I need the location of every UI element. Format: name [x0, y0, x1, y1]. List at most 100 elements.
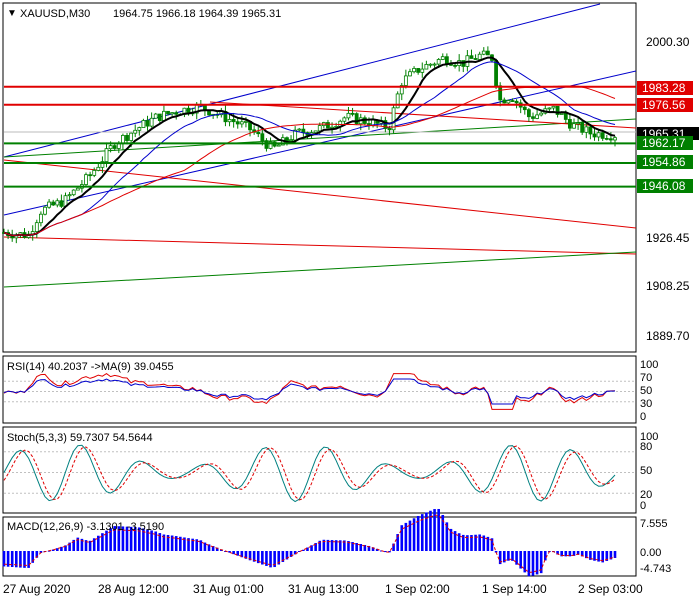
time-tick: 1 Sep 14:00: [482, 582, 547, 596]
candle-body: [47, 201, 52, 208]
candle-body: [244, 120, 248, 123]
macd-bar: [203, 542, 207, 551]
candle-body: [485, 50, 490, 56]
macd-bar: [371, 547, 375, 551]
macd-bar: [35, 551, 39, 558]
macd-bar: [51, 549, 55, 551]
candle-body: [420, 68, 425, 73]
macd-bar: [2, 551, 6, 567]
macd-bar: [412, 518, 416, 551]
candle-body: [502, 99, 507, 104]
macd-bar: [129, 526, 133, 551]
macd-bar: [64, 545, 67, 551]
macd-bar: [240, 551, 244, 558]
candle-body: [416, 68, 421, 73]
candle-body: [539, 112, 544, 116]
macd-bar: [363, 544, 367, 551]
symbol-label: XAUUSD,M30: [20, 8, 90, 20]
candle-body: [174, 112, 179, 115]
macd-bar: [15, 551, 18, 568]
stoch-tick: 80: [640, 441, 652, 453]
macd-bar: [109, 528, 112, 551]
macd-bar: [56, 548, 59, 551]
macd-bar: [441, 514, 445, 551]
candle-body: [608, 138, 613, 141]
candle-body: [276, 144, 281, 147]
candle-body: [477, 53, 482, 60]
macd-bar: [60, 546, 63, 551]
ohlc-values: 1964.75 1966.18 1964.39 1965.31: [113, 8, 281, 20]
macd-bar: [605, 551, 609, 561]
main-pane: [2, 2, 637, 353]
candle-body: [112, 145, 117, 149]
candle-body: [522, 106, 527, 111]
candle-body: [313, 130, 318, 134]
candle-body: [43, 206, 47, 215]
candle-body: [256, 131, 261, 135]
macd-bar: [310, 545, 313, 551]
macd-bar: [76, 537, 80, 551]
macd-bar: [355, 543, 358, 551]
candle-body: [408, 71, 412, 77]
candle-body: [494, 60, 498, 87]
macd-bar: [72, 539, 76, 551]
ma-mid-line: [3, 61, 616, 236]
symbol-triangle-icon: ▼: [7, 8, 17, 19]
rsi-tick: 100: [640, 359, 658, 371]
macd-bar: [461, 534, 465, 551]
macd-bar: [289, 551, 293, 557]
candle-body: [330, 126, 334, 129]
macd-bar: [117, 526, 121, 551]
candle-body: [137, 127, 142, 131]
stoch-tick: 50: [640, 465, 652, 477]
macd-bar: [256, 551, 260, 564]
macd-bar: [527, 551, 531, 577]
candle-body: [235, 121, 240, 125]
macd-bar: [367, 545, 371, 551]
rsi-tick: 70: [640, 372, 652, 384]
macd-bar: [515, 551, 518, 565]
candle-body: [59, 200, 64, 207]
time-tick: 31 Aug 13:00: [288, 582, 359, 596]
candle-body: [391, 107, 396, 131]
candle-body: [584, 126, 589, 133]
level-label: 1976.56: [642, 98, 686, 112]
candle-body: [326, 122, 330, 129]
macd-bar: [105, 530, 108, 551]
macd-bar: [609, 551, 613, 560]
stoch-d-line: [3, 445, 616, 501]
macd-bar: [293, 551, 297, 555]
macd-bar: [199, 540, 203, 551]
candle-body: [514, 100, 519, 104]
candle-body: [555, 105, 560, 115]
macd-bar: [6, 551, 10, 567]
candle-body: [387, 128, 392, 131]
candle-body: [563, 112, 568, 120]
macd-bar: [285, 551, 289, 560]
macd-bar: [187, 538, 190, 551]
level-label: 1962.17: [642, 136, 686, 150]
macd-bar: [166, 535, 170, 551]
candle-body: [428, 63, 433, 66]
macd-tick: 0.00: [640, 547, 661, 559]
macd-bar: [150, 530, 153, 551]
candle-body: [346, 112, 351, 119]
candle-body: [354, 113, 359, 125]
candle-body: [580, 122, 585, 133]
rsi-line: [3, 372, 616, 410]
candle-body: [84, 174, 88, 185]
rsi-tick: 30: [640, 398, 652, 410]
candle-body: [153, 113, 158, 119]
candle-body: [170, 112, 175, 115]
macd-bar: [564, 551, 568, 557]
candle-body: [133, 129, 138, 134]
candle-body: [432, 63, 437, 66]
candle-body: [108, 145, 113, 150]
candle-body: [268, 141, 273, 149]
candle-body: [551, 105, 556, 109]
macd-bar: [589, 551, 592, 560]
macd-bar: [302, 549, 305, 551]
macd-bar: [236, 551, 240, 556]
macd-bar: [19, 551, 22, 568]
candle-body: [469, 55, 474, 59]
